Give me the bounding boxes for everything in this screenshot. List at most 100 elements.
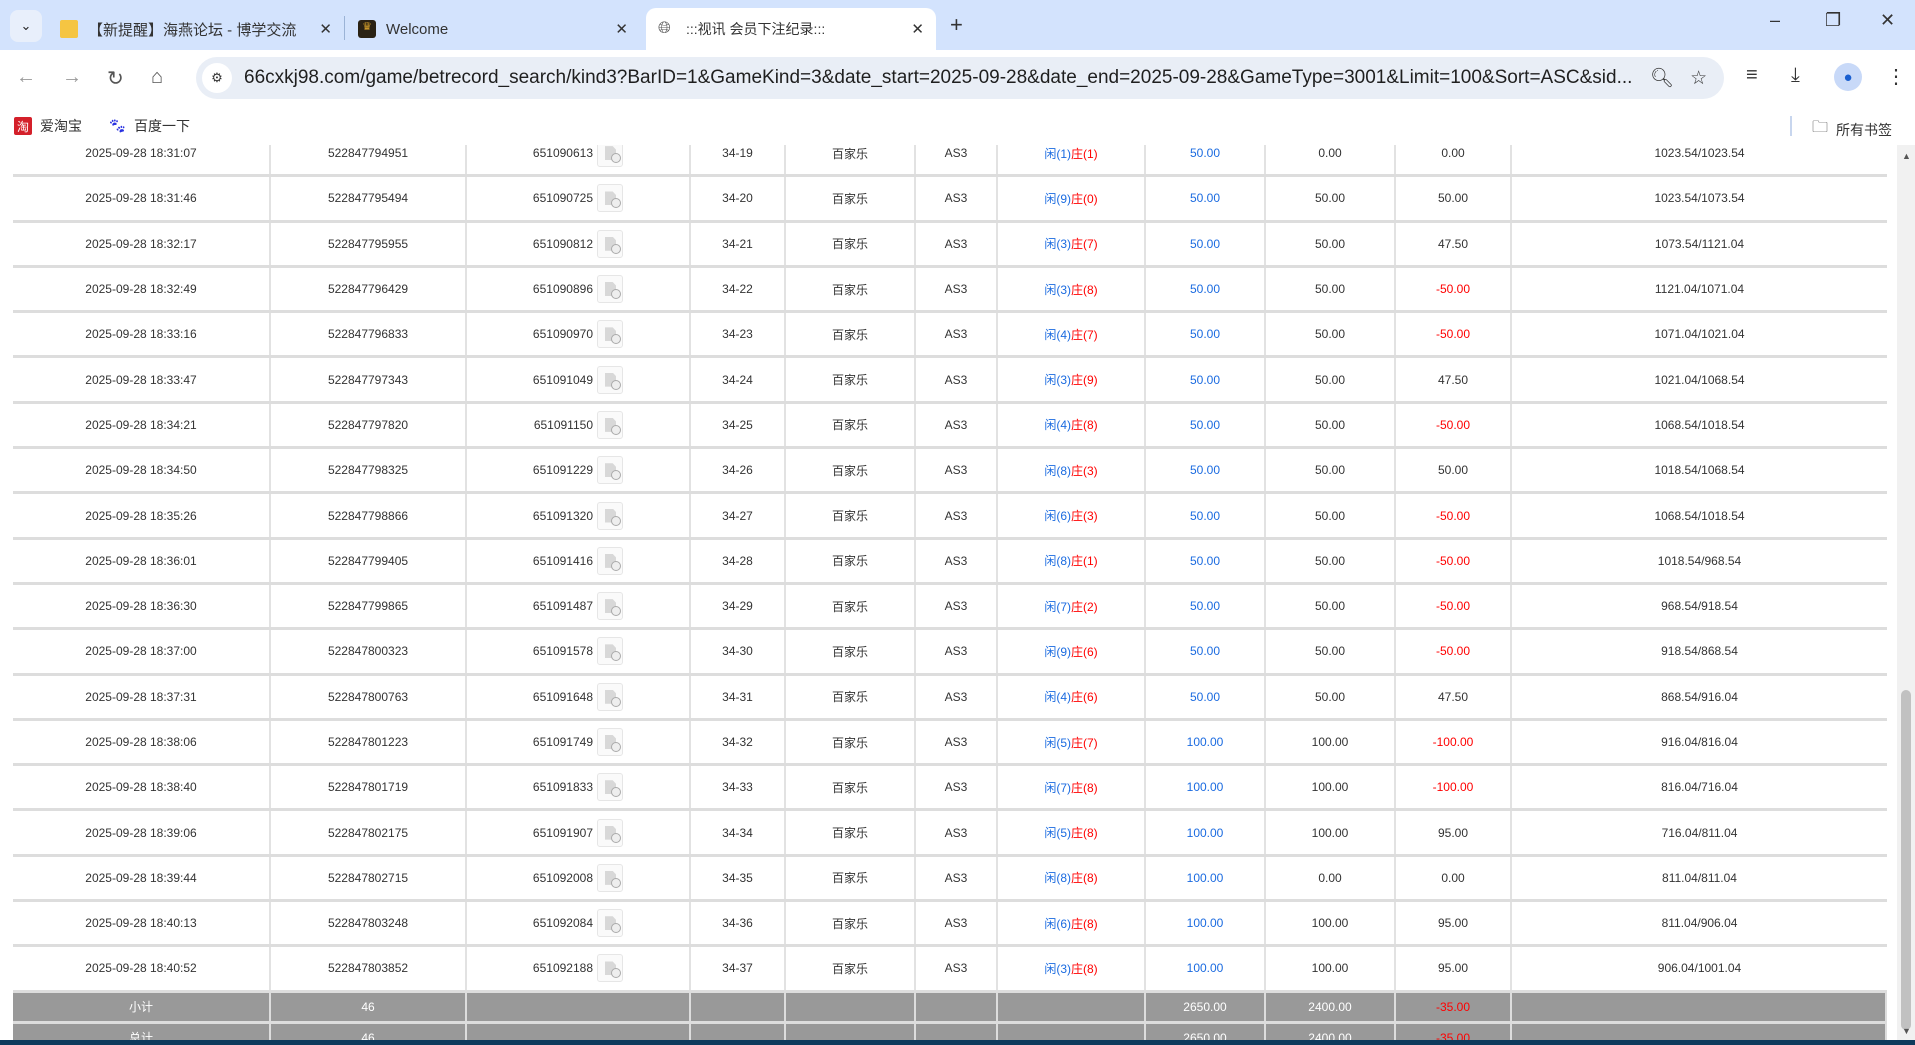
- video-replay-icon[interactable]: [597, 184, 623, 213]
- address-bar[interactable]: ⚙ 66cxkj98.com/game/betrecord_search/kin…: [196, 57, 1724, 99]
- summary-cell: [998, 992, 1146, 1021]
- scrollbar-thumb[interactable]: [1901, 690, 1911, 1030]
- window-close-button[interactable]: ✕: [1880, 10, 1896, 30]
- valid-bet: 100.00: [1311, 780, 1349, 795]
- video-replay-icon[interactable]: [597, 818, 623, 847]
- win-loss: -50.00: [1435, 327, 1471, 342]
- video-replay-icon[interactable]: [597, 637, 623, 666]
- round-id-cell: 651091833: [467, 766, 691, 809]
- bookmark-baidu[interactable]: 🐾︎ 百度一下: [107, 116, 190, 136]
- download-icon[interactable]: ⤓: [1791, 64, 1800, 86]
- tab-welcome[interactable]: ♛ Welcome ✕: [346, 8, 640, 50]
- order-id-cell: 522847797343: [271, 358, 467, 401]
- minimize-button[interactable]: –: [1770, 10, 1781, 30]
- bet-amount-cell: 50.00: [1146, 267, 1266, 311]
- site-info-icon[interactable]: ⚙: [202, 63, 232, 93]
- bet-time: 2025-09-28 18:32:49: [85, 282, 197, 297]
- summary-bet-total: 2650.00: [1183, 999, 1227, 1014]
- win-loss-cell: -100.00: [1396, 720, 1512, 764]
- video-replay-icon[interactable]: [597, 863, 623, 892]
- round-id-cell: 651090812: [467, 222, 691, 265]
- result-cell: 闲(5) 庄(8): [998, 811, 1146, 854]
- video-replay-icon[interactable]: [597, 275, 623, 304]
- table-no-cell: 34-26: [691, 449, 786, 492]
- bet-amount: 50.00: [1189, 644, 1221, 659]
- win-loss: 47.50: [1437, 236, 1469, 251]
- back-button[interactable]: ←: [16, 66, 36, 88]
- bet-time: 2025-09-28 18:31:46: [85, 191, 197, 206]
- video-replay-icon[interactable]: [597, 320, 623, 349]
- reload-button[interactable]: ↻: [107, 68, 124, 90]
- order-id: 522847802715: [327, 870, 409, 885]
- game-type-cell: 百家乐: [786, 267, 916, 311]
- scroll-up-arrow-icon[interactable]: ▲: [1902, 151, 1911, 161]
- bet-amount-cell: 100.00: [1146, 766, 1266, 809]
- video-replay-icon[interactable]: [597, 410, 623, 439]
- video-replay-icon[interactable]: [597, 229, 623, 258]
- bet-time: 2025-09-28 18:36:30: [85, 599, 197, 614]
- close-icon[interactable]: ✕: [319, 21, 332, 38]
- bet-time: 2025-09-28 18:34:50: [85, 463, 197, 478]
- banker-result: 庄(7): [1071, 327, 1098, 342]
- bookmark-taobao[interactable]: 淘 爱淘宝: [14, 116, 82, 136]
- video-replay-icon[interactable]: [597, 592, 623, 621]
- balance-cell: 1018.54/968.54: [1512, 540, 1887, 582]
- video-replay-icon[interactable]: [597, 145, 623, 168]
- bet-amount: 50.00: [1189, 327, 1221, 342]
- game-type-cell: 百家乐: [786, 539, 916, 582]
- tab-forum[interactable]: 【新提醒】海燕论坛 - 博学交流 ✕: [48, 8, 344, 50]
- win-loss-cell: 0.00: [1396, 145, 1512, 175]
- tab-strip: ⌄ 【新提醒】海燕论坛 - 博学交流 ✕ ♛ Welcome ✕ 🌐︎ :::视…: [0, 0, 1915, 50]
- win-loss: -100.00: [1432, 780, 1474, 795]
- result-cell: 闲(4) 庄(7): [998, 313, 1146, 356]
- balance-cell: 811.04/906.04: [1512, 902, 1887, 944]
- result-cell: 闲(3) 庄(7): [998, 222, 1146, 265]
- tab-bet-record[interactable]: 🌐︎ :::视讯 会员下注纪录::: ✕: [646, 8, 936, 50]
- video-replay-icon[interactable]: [597, 682, 623, 711]
- video-replay-icon[interactable]: [597, 728, 623, 756]
- order-id-cell: 522847803248: [271, 902, 467, 945]
- order-id: 522847796833: [327, 327, 409, 342]
- all-bookmarks-label: 所有书签: [1836, 121, 1893, 138]
- tab-search-button[interactable]: ⌄: [10, 10, 42, 42]
- home-button[interactable]: ⌂: [151, 66, 164, 88]
- video-replay-icon[interactable]: [597, 909, 623, 938]
- url-text[interactable]: 66cxkj98.com/game/betrecord_search/kind3…: [244, 67, 1633, 88]
- bookmark-star-icon[interactable]: ☆: [1690, 67, 1708, 89]
- result-cell: 闲(9) 庄(6): [998, 630, 1146, 673]
- valid-bet: 100.00: [1311, 825, 1349, 840]
- restore-button[interactable]: ❐: [1825, 10, 1842, 30]
- media-control-icon[interactable]: ≡: [1746, 64, 1758, 86]
- balance-cell: 811.04/811.04: [1512, 857, 1887, 899]
- balance-cell: 1121.04/1071.04: [1512, 268, 1887, 310]
- player-result: 闲(6): [1044, 916, 1071, 931]
- valid-bet-cell: 100.00: [1266, 902, 1396, 945]
- video-replay-icon[interactable]: [597, 365, 623, 394]
- bet-amount-cell: 50.00: [1146, 584, 1266, 628]
- video-replay-icon[interactable]: [597, 773, 623, 802]
- player-result: 闲(1): [1044, 146, 1071, 161]
- profile-avatar[interactable]: ●: [1834, 63, 1862, 91]
- new-tab-button[interactable]: +: [950, 12, 963, 37]
- vertical-scrollbar[interactable]: ▲ ▼: [1897, 145, 1915, 1040]
- close-icon[interactable]: ✕: [615, 21, 628, 38]
- video-replay-icon[interactable]: [597, 456, 623, 485]
- table-no-cell: 34-36: [691, 902, 786, 945]
- all-bookmarks-button[interactable]: 🗀 所有书签: [1812, 116, 1892, 143]
- hall-cell: AS3: [916, 358, 998, 401]
- balance-change: 1121.04/1071.04: [1654, 282, 1745, 297]
- summary-cell: [786, 992, 916, 1021]
- hall-cell: AS3: [916, 947, 998, 990]
- video-replay-icon[interactable]: [597, 501, 623, 530]
- bet-time-cell: 2025-09-28 18:39:06: [13, 811, 271, 854]
- video-replay-icon[interactable]: [597, 954, 623, 983]
- menu-icon[interactable]: ⋮: [1886, 66, 1906, 88]
- order-id-cell: 522847800763: [271, 675, 467, 718]
- close-icon[interactable]: ✕: [911, 21, 924, 38]
- win-loss-cell: 0.00: [1396, 856, 1512, 900]
- win-loss: 47.50: [1437, 372, 1469, 387]
- scroll-down-arrow-icon[interactable]: ▼: [1902, 1026, 1911, 1036]
- zoom-icon[interactable]: 🔍︎: [1650, 68, 1675, 89]
- video-replay-icon[interactable]: [597, 546, 623, 575]
- forward-button[interactable]: →: [62, 66, 82, 88]
